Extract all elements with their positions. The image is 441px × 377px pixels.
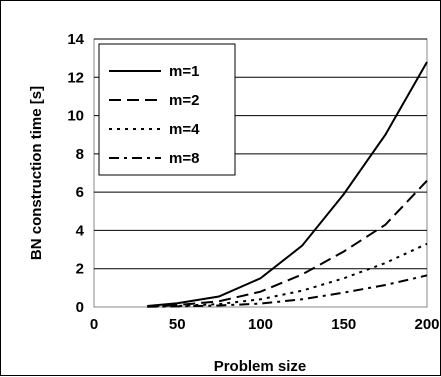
y-axis-title: BN construction time [s] xyxy=(28,86,45,260)
legend-label-3: m=8 xyxy=(169,150,199,167)
y-tick-label-4: 8 xyxy=(76,146,84,163)
x-tick-label-4: 200 xyxy=(414,316,439,333)
x-tick-label-1: 50 xyxy=(169,316,186,333)
legend-label-2: m=4 xyxy=(169,121,200,138)
y-tick-labels: 0 2 4 6 8 10 12 14 xyxy=(67,31,84,316)
y-tick-label-7: 14 xyxy=(67,31,84,48)
y-tick-label-6: 12 xyxy=(67,69,84,86)
series-line-m1 xyxy=(147,61,428,307)
x-tick-label-2: 100 xyxy=(248,316,273,333)
y-tick-label-2: 4 xyxy=(76,222,85,239)
legend: m=1 m=2 m=4 m=8 xyxy=(98,43,236,176)
x-tick-label-0: 0 xyxy=(90,316,98,333)
x-tick-labels: 0 50 100 150 200 xyxy=(90,316,440,333)
series-line-m8 xyxy=(147,274,428,308)
x-axis-title: Problem size xyxy=(214,358,307,375)
y-tick-label-5: 10 xyxy=(67,108,84,125)
legend-label-0: m=1 xyxy=(169,63,199,80)
legend-box xyxy=(98,43,236,176)
series-line-m2 xyxy=(147,180,428,308)
legend-label-1: m=2 xyxy=(169,92,199,109)
y-tick-label-1: 2 xyxy=(76,261,84,278)
series-lines xyxy=(147,61,428,308)
y-tick-label-3: 6 xyxy=(76,184,84,201)
x-tick-label-3: 150 xyxy=(331,316,356,333)
y-tick-label-0: 0 xyxy=(76,299,84,316)
